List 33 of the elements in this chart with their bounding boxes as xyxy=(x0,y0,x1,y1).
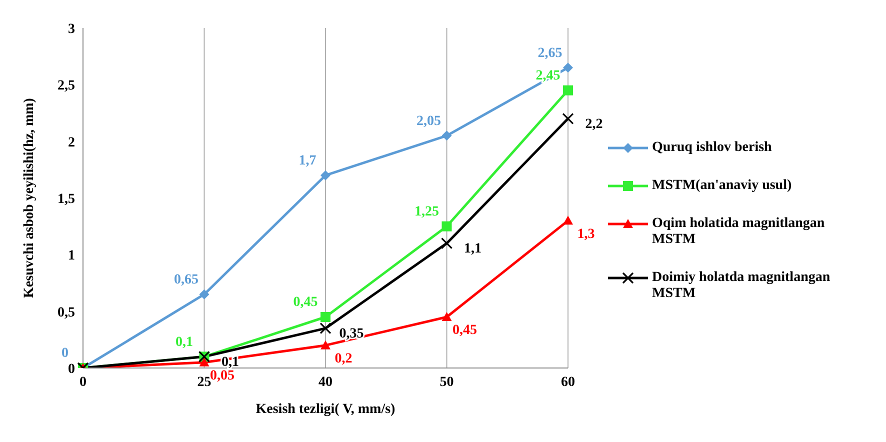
legend-label: MSTM(an'anaviy usul) xyxy=(652,178,792,194)
y-tick-label: 1,5 xyxy=(58,192,75,207)
data-label: 1,3 xyxy=(577,226,595,242)
data-label: 0,1 xyxy=(176,334,193,350)
x-tick-label: 25 xyxy=(197,374,212,390)
y-tick-label: 2,5 xyxy=(58,78,75,94)
x-tick-label: 60 xyxy=(561,374,575,390)
x-tick-label: 40 xyxy=(318,374,332,390)
x-tick-label: 0 xyxy=(80,374,86,390)
data-label: 1,25 xyxy=(414,204,439,220)
legend-label: Oqim holatida magnitlangan MSTM xyxy=(652,216,826,248)
legend-label: Quruq ishlov berish xyxy=(652,140,772,156)
data-label: 0,45 xyxy=(452,323,477,338)
data-label: 2,2 xyxy=(585,116,603,132)
y-tick-label: 1 xyxy=(68,248,75,264)
data-label: 0,45 xyxy=(293,295,318,310)
data-label: 0,65 xyxy=(174,272,198,288)
data-label: 2,05 xyxy=(416,114,441,129)
y-axis-title: Kesuvchi asbob yeyilishi(hz, mm) xyxy=(22,98,37,298)
data-label: 1,7 xyxy=(298,154,316,169)
y-tick-label: 0 xyxy=(68,362,75,377)
data-label: 2,65 xyxy=(538,46,562,61)
x-tick-label: 50 xyxy=(440,374,454,390)
x-axis-title: Kesish tezligi( V, mm/s) xyxy=(256,402,396,417)
y-tick-label: 3 xyxy=(68,22,75,37)
data-label: 0,2 xyxy=(334,352,352,367)
data-label: 0,1 xyxy=(222,354,239,370)
data-label: 1,1 xyxy=(464,242,482,257)
y-tick-label: 0,5 xyxy=(58,305,75,320)
data-label: 0,05 xyxy=(210,368,234,384)
legend-label: Doimiy holatda magnitlangan MSTM xyxy=(652,270,832,302)
data-label: 0,35 xyxy=(339,326,364,342)
y-tick-label: 2 xyxy=(68,135,75,150)
